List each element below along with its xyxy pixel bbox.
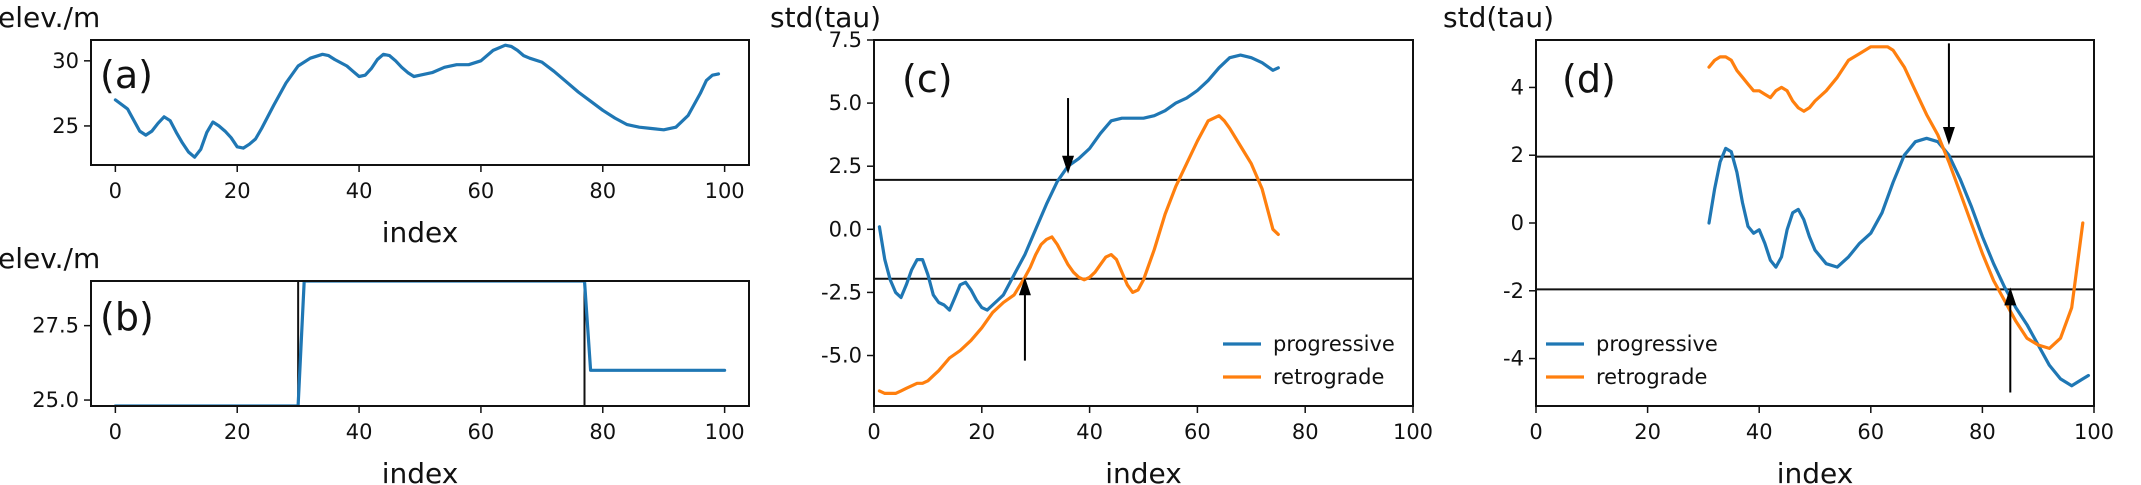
y-tick-label: -5.0 xyxy=(821,344,862,368)
x-tick-label: 0 xyxy=(109,420,122,444)
y-tick-label: 2 xyxy=(1511,143,1524,167)
legend-entry-progressive: progressive xyxy=(1273,332,1395,356)
panel-c: 0 20 40 60 80 100 -5.0 -2.5 0.0 2.5 5.0 7.5std(tau)… xyxy=(770,1,1433,485)
y-axis-label: std(tau) xyxy=(1443,1,1554,34)
legend-entry-retrograde: retrograde xyxy=(1273,365,1384,389)
crossing-arrow-0 xyxy=(1062,98,1075,174)
x-tick-label: 100 xyxy=(2074,420,2114,444)
y-tick-label: 2.5 xyxy=(829,154,862,178)
panel-label: (b) xyxy=(100,295,154,339)
x-axis-label: index xyxy=(382,457,459,485)
x-tick-label: 60 xyxy=(1857,420,1884,444)
panel-d: 0 20 40 60 80 100 -4 -2 0 2 4 std(tau) index (d) progr… xyxy=(1443,1,2114,485)
crossing-arrow-0 xyxy=(1942,43,1955,146)
x-tick-label: 40 xyxy=(1076,420,1103,444)
x-tick-label: 60 xyxy=(1184,420,1211,444)
x-tick-label: 100 xyxy=(705,420,745,444)
x-tick-label: 20 xyxy=(224,420,251,444)
y-tick-label: 30 xyxy=(52,49,79,73)
y-tick-label: 0 xyxy=(1511,211,1524,235)
crossing-arrow-1 xyxy=(1018,277,1031,361)
series-line-retrograde xyxy=(1707,45,2085,350)
panel-b: 0 20 40 60 80 100 25.0 27.5 elev./m index (b) xyxy=(0,242,750,485)
x-axis-label: index xyxy=(1105,457,1182,485)
y-tick-label: -2.5 xyxy=(821,280,862,304)
axes-frame xyxy=(90,280,750,407)
series-line-progressive xyxy=(1707,136,2090,388)
x-axis-label: index xyxy=(1777,457,1854,485)
panel-a: 0 20 40 60 80 100 25 30 elev./m index (a) xyxy=(0,1,750,249)
series-line-elevation xyxy=(113,43,721,159)
series-line-progressive xyxy=(877,53,1280,312)
x-tick-label: 20 xyxy=(1634,420,1661,444)
x-tick-label: 20 xyxy=(224,179,251,203)
legend-entry-retrograde: retrograde xyxy=(1596,365,1707,389)
x-tick-label: 80 xyxy=(1969,420,1996,444)
x-tick-label: 0 xyxy=(109,179,122,203)
y-tick-label: 7.5 xyxy=(829,28,862,52)
panel-label: (d) xyxy=(1562,57,1616,101)
axes-frame xyxy=(90,39,750,166)
x-tick-label: 80 xyxy=(589,179,616,203)
x-tick-label: 20 xyxy=(968,420,995,444)
x-tick-label: 80 xyxy=(1292,420,1319,444)
x-tick-label: 0 xyxy=(1529,420,1542,444)
x-tick-label: 40 xyxy=(346,179,373,203)
series-line-step-elevation xyxy=(113,281,727,406)
panel-label: (a) xyxy=(100,53,153,97)
x-tick-label: 100 xyxy=(1393,420,1433,444)
axes-frame xyxy=(873,39,1414,407)
crossing-arrow-1 xyxy=(2004,287,2017,393)
x-tick-label: 80 xyxy=(589,420,616,444)
y-tick-label: 0.0 xyxy=(829,217,862,241)
y-tick-label: 27.5 xyxy=(32,314,79,338)
x-axis-label: index xyxy=(382,216,459,249)
y-tick-label: 4 xyxy=(1511,75,1524,99)
x-tick-label: 40 xyxy=(346,420,373,444)
y-tick-label: -4 xyxy=(1503,347,1524,371)
y-axis-label: elev./m xyxy=(0,1,100,34)
legend-entry-progressive: progressive xyxy=(1596,332,1718,356)
series-line-retrograde xyxy=(877,114,1280,395)
y-tick-label: 25.0 xyxy=(32,388,79,412)
x-tick-label: 60 xyxy=(468,179,495,203)
legend: progressive retrograde xyxy=(1546,332,1718,389)
panel-label: (c) xyxy=(902,57,953,101)
y-tick-label: 5.0 xyxy=(829,91,862,115)
x-tick-label: 100 xyxy=(705,179,745,203)
x-tick-label: 60 xyxy=(468,420,495,444)
x-tick-label: 0 xyxy=(867,420,880,444)
y-axis-label: elev./m xyxy=(0,242,100,275)
legend: progressive retrograde xyxy=(1223,332,1395,389)
y-tick-label: 25 xyxy=(52,114,79,138)
x-tick-label: 40 xyxy=(1746,420,1773,444)
y-axis-label: std(tau) xyxy=(770,1,881,34)
y-tick-label: -2 xyxy=(1503,279,1524,303)
